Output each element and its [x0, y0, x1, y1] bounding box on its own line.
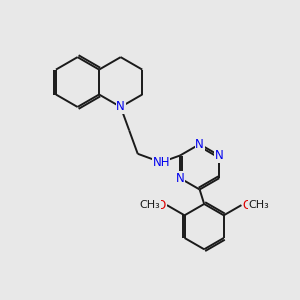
Text: CH₃: CH₃ — [248, 200, 269, 210]
Text: N: N — [215, 149, 224, 162]
Text: N: N — [176, 172, 184, 185]
Text: O: O — [157, 199, 166, 212]
Text: O: O — [242, 199, 251, 212]
Text: N: N — [116, 100, 125, 113]
Text: CH₃: CH₃ — [139, 200, 160, 210]
Text: NH: NH — [152, 156, 170, 169]
Text: N: N — [195, 138, 204, 151]
